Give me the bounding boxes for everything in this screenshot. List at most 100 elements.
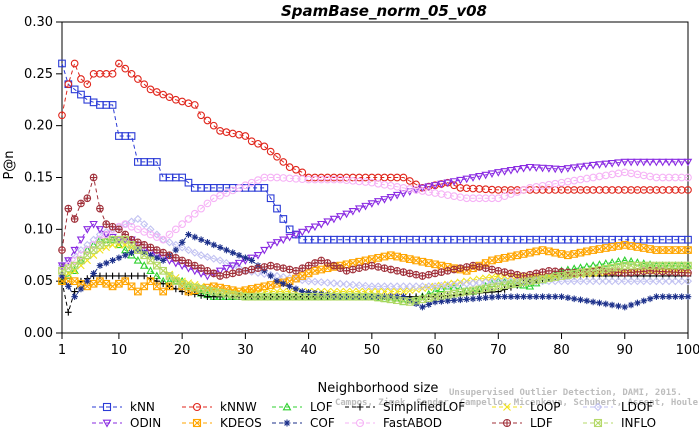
data-point — [614, 277, 623, 286]
data-point — [146, 230, 155, 239]
data-point — [475, 173, 484, 181]
series-cof — [58, 231, 692, 311]
data-point — [520, 272, 527, 280]
data-point — [564, 271, 572, 279]
data-point — [596, 299, 603, 307]
data-point — [558, 268, 565, 276]
data-point — [677, 158, 686, 167]
data-point — [248, 293, 256, 301]
data-point — [304, 293, 313, 301]
data-point — [184, 178, 193, 187]
legend-item-ldf: LDF — [492, 416, 553, 430]
data-point — [392, 191, 402, 200]
data-point — [266, 194, 275, 203]
data-point — [380, 252, 389, 261]
series-inflo — [58, 235, 692, 306]
data-point — [469, 295, 477, 303]
data-point — [134, 287, 142, 296]
data-point — [178, 282, 186, 291]
data-point — [367, 282, 376, 291]
data-point — [121, 64, 130, 73]
data-point — [147, 251, 154, 259]
data-point — [481, 274, 490, 282]
data-point — [468, 174, 478, 182]
data-point — [494, 282, 502, 291]
data-point — [83, 80, 92, 89]
data-point — [115, 254, 123, 262]
data-point — [583, 247, 591, 256]
data-point — [671, 246, 680, 254]
data-point — [532, 293, 540, 301]
data-point — [443, 281, 452, 290]
data-point — [620, 277, 629, 286]
data-point — [329, 215, 339, 224]
data-point — [89, 235, 98, 244]
data-point — [418, 282, 427, 291]
data-point — [380, 294, 389, 303]
data-point — [342, 210, 351, 219]
data-point — [65, 283, 72, 290]
data-point — [235, 184, 243, 192]
data-point — [513, 293, 521, 301]
data-point — [387, 287, 395, 296]
data-point — [513, 271, 521, 278]
data-point — [444, 297, 452, 305]
data-point — [191, 290, 199, 298]
data-point — [83, 226, 92, 234]
data-point — [178, 257, 186, 264]
data-point — [645, 277, 655, 286]
data-point — [165, 282, 174, 291]
data-point — [393, 252, 401, 261]
data-point — [513, 251, 521, 259]
data-point — [450, 266, 458, 273]
data-point — [551, 293, 559, 301]
data-point — [203, 116, 212, 125]
data-point — [89, 280, 98, 288]
data-point — [216, 272, 224, 280]
data-point — [311, 293, 319, 301]
data-point — [133, 256, 143, 264]
data-point — [438, 268, 445, 276]
data-point — [329, 279, 338, 288]
data-point — [374, 263, 382, 271]
data-point — [102, 259, 110, 267]
data-point — [172, 254, 180, 262]
data-point — [190, 101, 199, 109]
data-point — [639, 277, 648, 286]
data-point — [557, 166, 566, 174]
data-point — [140, 80, 149, 89]
data-point — [184, 282, 193, 291]
data-point — [191, 286, 199, 294]
data-point — [96, 205, 104, 212]
data-point — [58, 267, 66, 275]
data-point — [317, 257, 325, 264]
data-point — [260, 246, 269, 255]
data-point — [532, 270, 540, 277]
data-point — [583, 268, 591, 276]
data-point — [317, 290, 325, 298]
data-point — [70, 277, 79, 285]
data-point — [355, 264, 363, 272]
data-point — [532, 276, 540, 284]
data-point — [412, 271, 420, 278]
data-point — [159, 287, 168, 296]
series-ldf — [58, 173, 692, 280]
data-point — [223, 246, 230, 254]
data-point — [373, 198, 383, 206]
data-point — [83, 245, 92, 254]
data-point — [639, 158, 648, 167]
data-point — [463, 263, 470, 271]
data-point — [140, 282, 149, 291]
data-point — [400, 293, 407, 301]
data-point — [538, 275, 547, 283]
data-point — [659, 293, 667, 301]
data-point — [292, 274, 300, 283]
data-point — [368, 255, 376, 263]
data-point — [121, 277, 130, 286]
data-point — [261, 263, 268, 271]
data-point — [621, 261, 629, 270]
legend-item-fastabod: FastABOD — [345, 416, 442, 430]
data-point — [362, 263, 369, 271]
data-point — [128, 272, 135, 280]
data-point — [58, 246, 66, 254]
